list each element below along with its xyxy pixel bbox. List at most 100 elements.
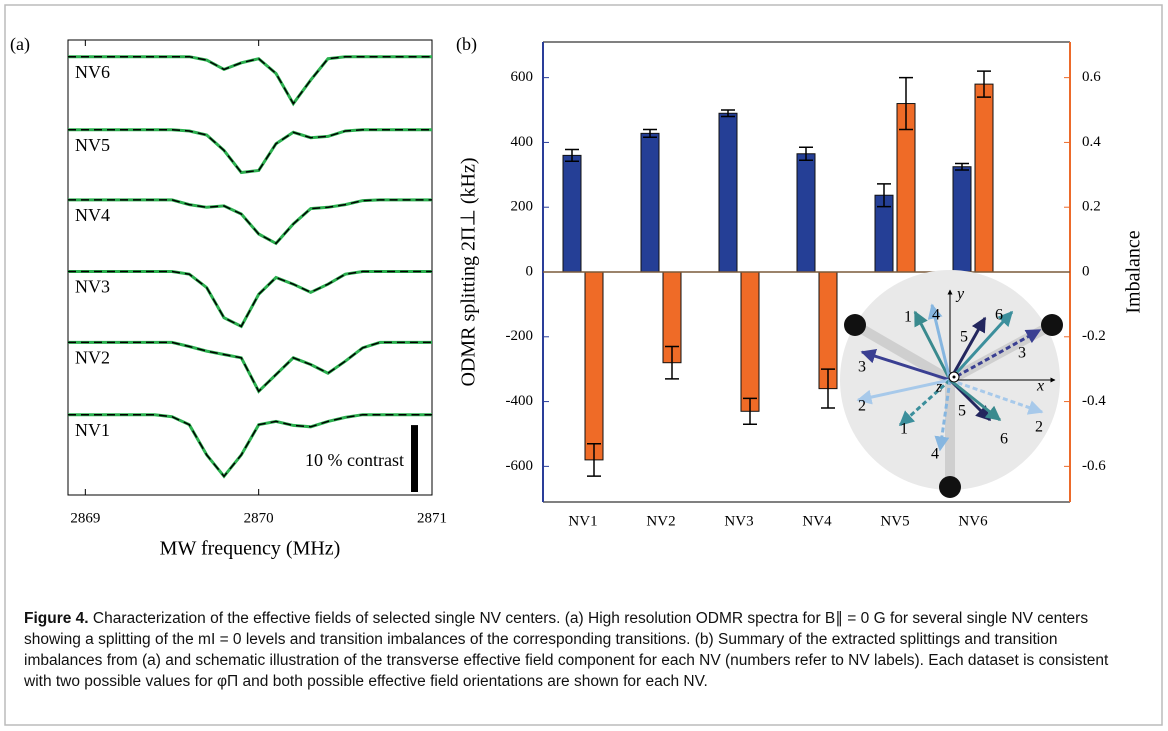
fit-line [68,55,432,105]
nv-dot [1041,314,1063,336]
inset-label: 4 [931,446,939,463]
inset-label: 6 [1000,431,1008,448]
trace-label: NV2 [75,348,110,368]
y-tick-label: 200 [511,199,534,215]
inset-label: 4 [932,307,940,324]
y2-axis-label: Imbalance [1123,230,1145,313]
arrow [898,378,952,427]
error-bar [665,345,679,380]
arrow [927,303,952,381]
arrow [948,316,987,381]
y2-tick-label: -0.4 [1082,393,1106,409]
inset-label: 3 [858,359,866,376]
error-bar [721,109,735,118]
trace-label: NV6 [75,62,110,82]
y-tick-label: -600 [506,458,534,474]
arrow [856,378,951,405]
y2-tick-label: 0.4 [1082,134,1101,150]
error-bar [587,442,601,477]
x-tick-label: 2869 [70,510,100,526]
trace-label: NV3 [75,277,110,297]
x-tick-label: 2870 [244,510,274,526]
trace-label: NV1 [75,420,110,440]
y2-tick-label: 0 [1082,263,1090,279]
error-bar [799,146,813,161]
error-bar [643,128,657,138]
x-tick-label: 2871 [417,510,447,526]
trace-label: NV4 [75,205,110,225]
trace-label: NV5 [75,135,110,155]
y2-tick-label: -0.2 [1082,328,1106,344]
inset-label: y [955,286,965,303]
bar [740,271,760,412]
scale-bar-label: 10 % contrast [305,450,404,470]
x-tick-label: NV2 [646,513,675,529]
inset-label: 2 [1035,419,1043,436]
spectrum [68,198,432,246]
inset-label: 2 [858,398,866,415]
error-bar [877,183,891,208]
nv-dot [844,314,866,336]
x-tick-label: NV5 [880,513,909,529]
caption-text: Characterization of the effective fields… [24,610,1109,690]
nv-axis [852,320,953,385]
spectrum [68,128,432,175]
fit-line [68,341,432,393]
fit-line [68,270,432,328]
inset-label: 1 [904,309,912,326]
panel-label: (a) [10,34,30,55]
error-bar [977,70,991,98]
y-tick-label: 0 [526,263,534,279]
inset-label: z [935,379,943,396]
z-axis-symbol [952,375,956,379]
x-tick-label: NV3 [724,513,753,529]
inset-label: 5 [958,403,966,420]
bar [952,166,972,273]
x-tick-label: NV1 [568,513,597,529]
inset-label: 1 [900,421,908,438]
caption-label: Figure 4. [24,610,89,627]
inset-label: 6 [995,307,1003,324]
arrow [948,310,1014,382]
y2-tick-label: 0.6 [1082,69,1101,85]
inset-diagram: 1 4 5 6 3 3 2 2 1 4 5 6 x y z [840,270,1063,498]
error-bar [821,368,835,409]
panel-label: (b) [456,34,477,55]
spectrum [68,55,432,107]
y2-tick-label: 0.2 [1082,199,1101,215]
error-bar [955,162,969,171]
arrow [934,379,952,452]
arrow [949,328,1042,382]
x-tick-label: NV6 [958,513,988,529]
inset-label: 5 [960,329,968,346]
y-tick-label: -200 [506,328,534,344]
plot-frame [67,39,433,496]
inset-label: x [1036,378,1044,395]
arrow [860,348,951,382]
y-axis-label: ODMR splitting 2Π⊥ (kHz) [458,157,480,386]
scale-bar [411,425,418,492]
error-bar [743,397,757,426]
spectrum [68,340,432,394]
arrow [949,378,1002,422]
y-tick-label: -400 [506,393,534,409]
error-bar [565,148,579,162]
arrow [913,310,952,381]
fit-line [68,128,432,174]
bar [796,153,816,273]
arrow [949,378,1044,415]
spectrum [68,270,432,329]
inset-label: 3 [1018,345,1026,362]
x-tick-label: NV4 [802,513,832,529]
bar [562,154,582,273]
frame [4,4,1163,726]
bar [584,271,604,461]
x-axis-label: MW frequency (MHz) [160,538,341,560]
bar [974,83,994,273]
inset-labels: 1 4 5 6 3 3 2 2 1 4 5 6 x y z [858,286,1044,463]
field-arrows [856,303,1044,452]
y-tick-label: 400 [511,134,534,150]
error-bar [899,76,913,131]
